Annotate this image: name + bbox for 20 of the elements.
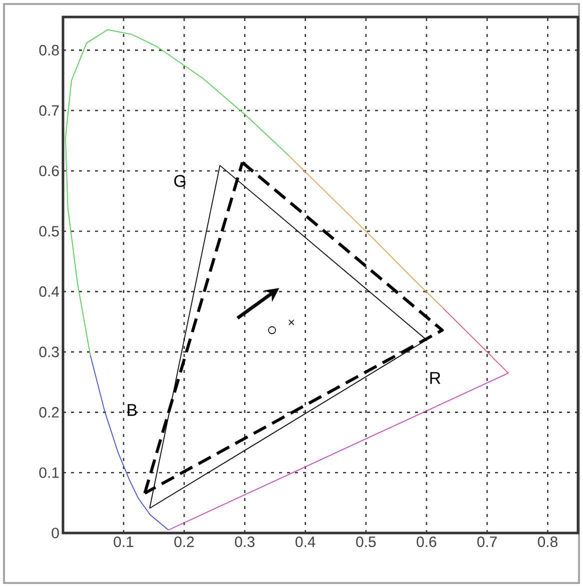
annotation: B xyxy=(128,404,137,416)
x-tick-label: 0.6 xyxy=(416,536,436,548)
y-tick-label: 0.7 xyxy=(39,105,59,116)
y-tick-label: 0.5 xyxy=(39,226,59,237)
y-tick-label: 0.3 xyxy=(39,346,59,358)
x-tick-label: 0.2 xyxy=(174,536,194,548)
x-tick-label: 0.3 xyxy=(234,536,254,548)
x-tick-label: 0.1 xyxy=(114,536,134,548)
x-tick-label: 0.4 xyxy=(296,536,316,548)
y-tick-label: 0.1 xyxy=(39,467,59,478)
x-tick-label: 0.8 xyxy=(538,536,558,548)
annotation: R xyxy=(430,372,440,384)
y-tick-label: 0.8 xyxy=(39,44,59,56)
x-tick-label: 0.5 xyxy=(356,536,376,548)
y-tick-label: 0.2 xyxy=(39,406,59,418)
y-tick-label: 0.4 xyxy=(39,286,60,297)
y-tick-label: 0.6 xyxy=(39,166,59,176)
x-tick-label: 0.7 xyxy=(477,536,497,548)
annotation: G xyxy=(174,174,186,187)
y-tick-label: 0 xyxy=(52,528,59,538)
